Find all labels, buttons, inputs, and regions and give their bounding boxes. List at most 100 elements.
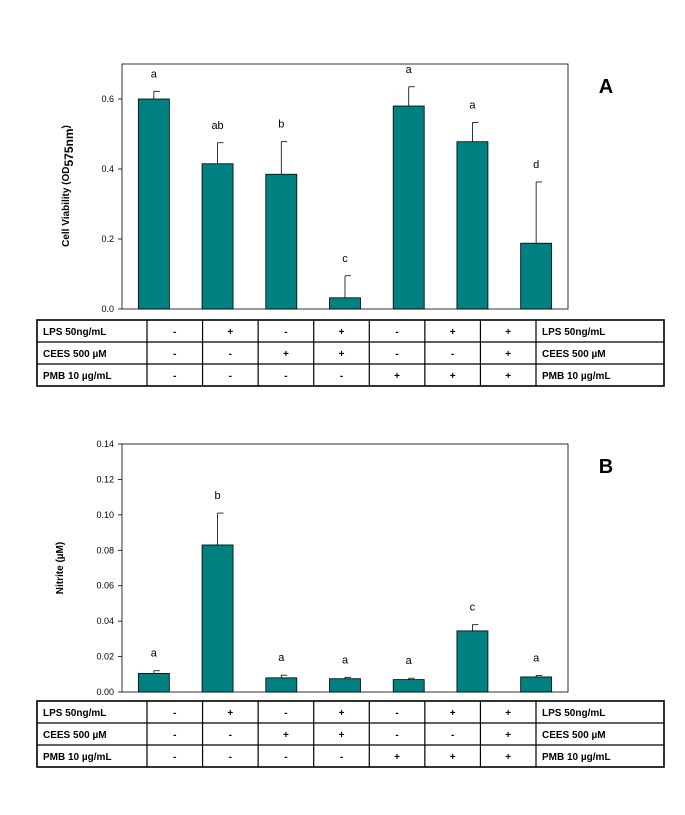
- panel-a-table-cell-symbol: -: [284, 327, 287, 338]
- panel-a-bar: [265, 173, 298, 310]
- panel-b-table-cell-symbol: -: [451, 730, 454, 741]
- panel-a-table-cell-symbol: +: [505, 349, 511, 360]
- panel-a-table-row-label: CEES 500 µM: [43, 349, 107, 360]
- panel-b-table-frame: [36, 700, 665, 768]
- panel-a-ytick-label: 0.4: [101, 164, 114, 174]
- panel-b-table-cell-symbol: +: [227, 708, 233, 719]
- panel-a-table-row-label-right: PMB 10 µg/mL: [542, 371, 611, 382]
- panel-b-ytick-label: 0.04: [96, 616, 114, 626]
- panel-b-table-cell-symbol: -: [284, 708, 287, 719]
- panel-b-bar: [456, 630, 489, 693]
- panel-a-bar: [137, 98, 170, 310]
- panel-a-table-cell-symbol: +: [283, 349, 289, 360]
- panel-a-significance-label: a: [151, 68, 158, 80]
- panel-a-table-cell-symbol: +: [505, 327, 511, 338]
- panel-b-table-cell-symbol: +: [450, 752, 456, 763]
- panel-b-table-cell-symbol: -: [395, 730, 398, 741]
- panel-b-table-row-label-right: PMB 10 µg/mL: [542, 752, 611, 763]
- panel-b-ytick-label: 0.00: [96, 687, 114, 697]
- panel-a-bar: [329, 297, 361, 310]
- panel-a-letter: A: [599, 76, 613, 98]
- panel-b-table-cell-symbol: -: [229, 730, 232, 741]
- panel-b-table-cell-symbol: +: [505, 708, 511, 719]
- panel-a-table-frame: [36, 319, 665, 387]
- panel-b-bar: [520, 676, 553, 693]
- panel-a-table-cell-symbol: +: [227, 327, 233, 338]
- panel-b-table-cell-symbol: +: [394, 752, 400, 763]
- panel-b-ytick-label: 0.06: [96, 581, 114, 591]
- panel-a-plot-frame: [121, 63, 569, 310]
- panel-b-ytick-label: 0.12: [96, 474, 114, 484]
- panel-b-bar: [392, 679, 425, 693]
- panel-b-bar: [265, 677, 298, 693]
- panel-a-significance-label: c: [342, 253, 348, 265]
- panel-a-table-cell-symbol: -: [395, 327, 398, 338]
- panel-b-table-cell-symbol: +: [283, 730, 289, 741]
- panel-b-table-cell-symbol: -: [229, 752, 232, 763]
- panel-b-ytick-label: 0.02: [96, 652, 114, 662]
- panel-a-bar: [520, 242, 553, 310]
- panel-b-table-cell-symbol: +: [339, 708, 345, 719]
- panel-a-ylabel: Cell Viability (OD575nm): [61, 125, 76, 247]
- panel-b-significance-label: a: [151, 648, 158, 660]
- panel-a-ytick-label: 0.6: [101, 94, 114, 104]
- panel-b-ylabel: Nitrite (µM): [55, 542, 66, 594]
- panel-a-table-cell-symbol: -: [173, 327, 176, 338]
- panel-b-significance-label: a: [278, 652, 285, 664]
- panel-b-table-cell-symbol: +: [450, 708, 456, 719]
- panel-b-ytick-label: 0.08: [96, 545, 114, 555]
- panel-a-table-cell-symbol: -: [284, 371, 287, 382]
- panel-a-table-row-label: LPS 50ng/mL: [43, 327, 106, 338]
- panel-b-significance-label: a: [342, 654, 349, 666]
- panel-b-significance-label: a: [406, 655, 413, 667]
- panel-a-table-row-label: PMB 10 µg/mL: [43, 371, 112, 382]
- panel-a-table-cell-symbol: +: [505, 371, 511, 382]
- panel-b-table-cell-symbol: -: [340, 752, 343, 763]
- panel-b-significance-label: a: [533, 653, 540, 665]
- panel-a-table-cell-symbol: +: [394, 371, 400, 382]
- panel-b-bar: [329, 678, 361, 693]
- panel-b-table-cell-symbol: +: [339, 730, 345, 741]
- panel-a-significance-label: a: [469, 99, 476, 111]
- panel-b-table-cell-symbol: -: [173, 708, 176, 719]
- panel-a-table-cell-symbol: -: [229, 371, 232, 382]
- panel-b-table-cell-symbol: +: [505, 752, 511, 763]
- panel-a-table-cell-symbol: +: [339, 349, 345, 360]
- panel-b-bar: [137, 673, 170, 693]
- panel-a-table-cell-symbol: +: [339, 327, 345, 338]
- panel-a-ytick-label: 0.0: [101, 304, 114, 314]
- panel-a-significance-label: a: [406, 64, 413, 76]
- panel-a-significance-label: ab: [211, 120, 223, 132]
- panel-b-table-row-label: CEES 500 µM: [43, 730, 107, 741]
- panel-a-bar: [456, 141, 489, 310]
- panel-b-table-row-label-right: CEES 500 µM: [542, 730, 606, 741]
- panel-a-table-row-label-right: LPS 50ng/mL: [542, 327, 605, 338]
- panel-a-table-cell-symbol: -: [173, 349, 176, 360]
- panel-a-table-cell-symbol: -: [173, 371, 176, 382]
- panel-a-table-row-label-right: CEES 500 µM: [542, 349, 606, 360]
- panel-a-bar: [392, 105, 425, 310]
- panel-b-table-cell-symbol: +: [505, 730, 511, 741]
- panel-b-bar: [201, 544, 234, 693]
- panel-b-table-cell-symbol: -: [173, 730, 176, 741]
- panel-b-ytick-label: 0.14: [96, 439, 114, 449]
- panel-b-significance-label: c: [470, 602, 476, 614]
- panel-a-bar: [201, 163, 234, 310]
- panel-b-table-row-label-right: LPS 50ng/mL: [542, 708, 605, 719]
- panel-b-table-row-label: PMB 10 µg/mL: [43, 752, 112, 763]
- panel-a-table-cell-symbol: -: [340, 371, 343, 382]
- panel-a-table-cell-symbol: +: [450, 327, 456, 338]
- panel-a-significance-label: d: [533, 159, 539, 171]
- panel-a-table-cell-symbol: -: [451, 349, 454, 360]
- panel-b-letter: B: [599, 456, 613, 478]
- panel-b-table-cell-symbol: -: [395, 708, 398, 719]
- panel-a-significance-label: b: [278, 119, 284, 131]
- panel-a-table-cell-symbol: +: [450, 371, 456, 382]
- panel-b-significance-label: b: [215, 490, 221, 502]
- panel-b-ytick-label: 0.10: [96, 510, 114, 520]
- panel-b-table-cell-symbol: -: [173, 752, 176, 763]
- panel-a-table-cell-symbol: -: [395, 349, 398, 360]
- panel-b-chart: 0.00 0.02 0.04 0.06 0.08 0.10 0.12 0.14 Nitrite …: [36, 439, 665, 768]
